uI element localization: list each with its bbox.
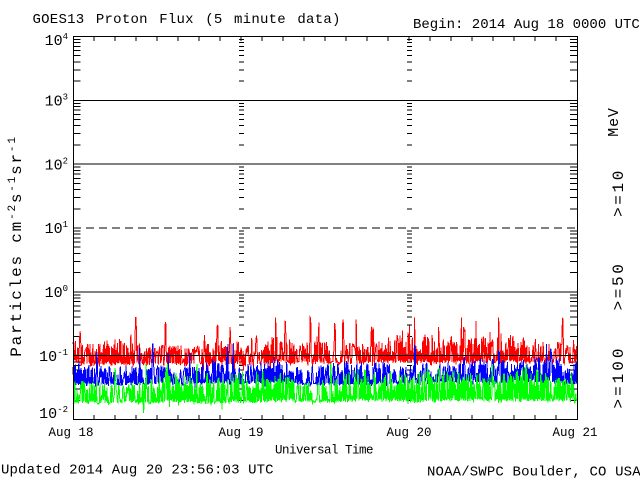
- svg-text:Updated 2014 Aug 20 23:56:03 U: Updated 2014 Aug 20 23:56:03 UTC: [1, 463, 274, 479]
- svg-text:101: 101: [45, 220, 68, 238]
- svg-text:104: 104: [45, 32, 68, 50]
- svg-text:NOAA/SWPC Boulder, CO USA: NOAA/SWPC Boulder, CO USA: [427, 465, 640, 480]
- svg-text:Aug 20: Aug 20: [386, 426, 431, 440]
- svg-text:Particles cm-2s-1sr-1: Particles cm-2s-1sr-1: [7, 135, 26, 356]
- svg-text:GOES13 Proton Flux (5 minute d: GOES13 Proton Flux (5 minute data): [33, 12, 341, 28]
- svg-text:Aug 21: Aug 21: [552, 426, 597, 440]
- svg-text:>=100: >=100: [610, 345, 628, 408]
- svg-text:>=50: >=50: [610, 262, 628, 311]
- svg-text:Aug 18: Aug 18: [48, 426, 93, 440]
- svg-text:100: 100: [45, 284, 68, 302]
- svg-text:102: 102: [45, 156, 68, 174]
- svg-text:>=10: >=10: [610, 168, 628, 217]
- svg-text:103: 103: [45, 93, 68, 111]
- svg-text:Begin: 2014 Aug 18 0000 UTC: Begin: 2014 Aug 18 0000 UTC: [413, 17, 640, 33]
- svg-text:MeV: MeV: [606, 107, 623, 136]
- svg-text:Aug 19: Aug 19: [218, 426, 263, 440]
- svg-text:Universal Time: Universal Time: [275, 444, 373, 458]
